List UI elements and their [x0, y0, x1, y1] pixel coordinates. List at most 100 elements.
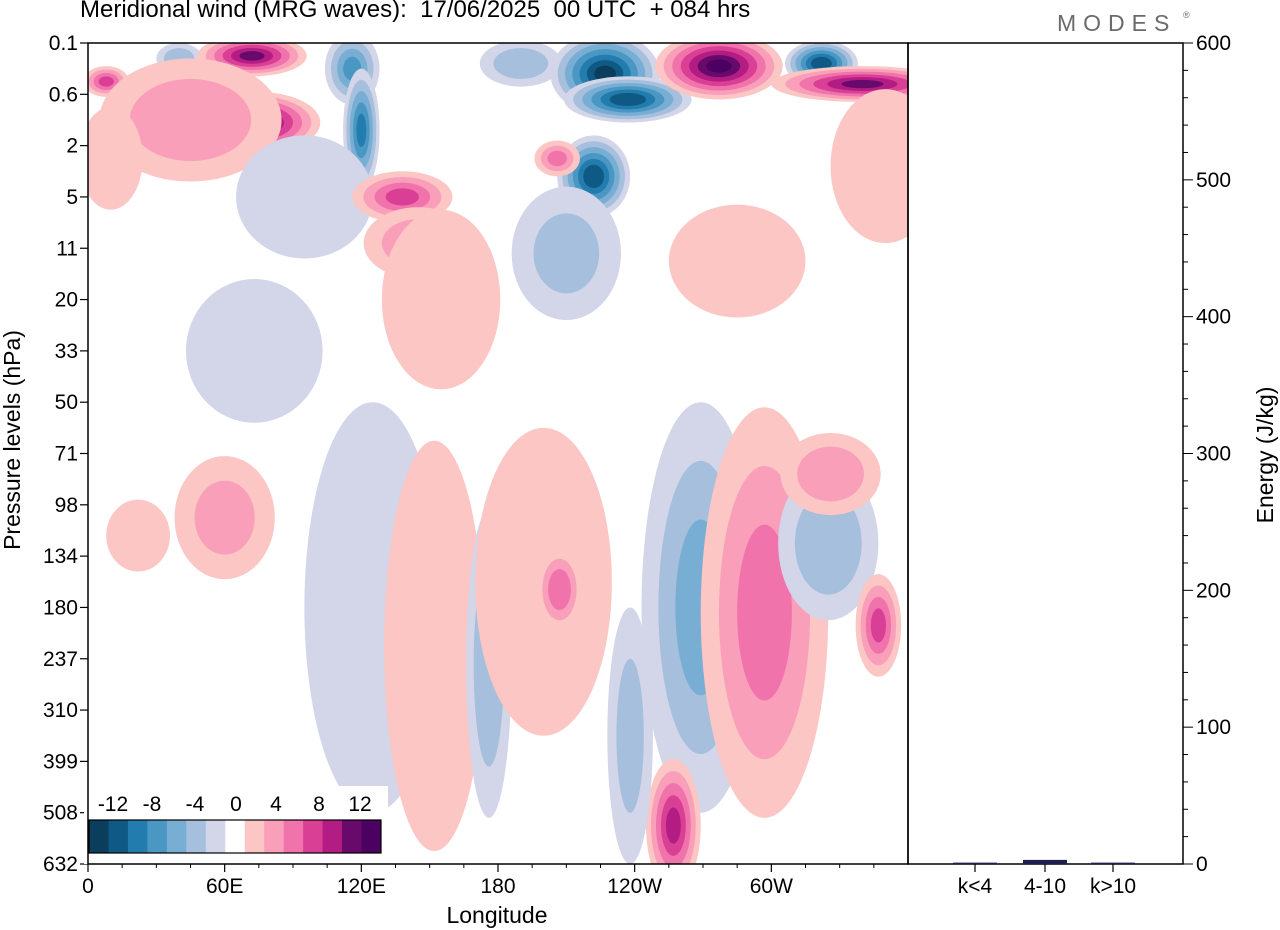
colorbar-swatch	[244, 820, 265, 853]
contour-blob	[655, 43, 783, 100]
x-axis-title: Longitude	[446, 902, 547, 928]
x-tick-label: 60E	[206, 875, 243, 898]
y-tick-label: 134	[43, 545, 78, 568]
contour-blob	[381, 209, 501, 390]
contour-blob	[536, 548, 583, 631]
y-tick-label: 20	[55, 289, 78, 312]
contour-band	[797, 446, 864, 502]
y-tick-label: 0.1	[49, 32, 78, 55]
contour-band	[547, 150, 567, 167]
colorbar-swatch	[303, 820, 324, 853]
colorbar-swatch	[108, 820, 129, 853]
contour-band	[841, 79, 884, 89]
y-tick-label: 310	[43, 699, 78, 722]
contour-blob	[479, 43, 562, 87]
contour-blob	[197, 43, 307, 77]
energy-category-label: 4-10	[1024, 875, 1066, 898]
y-tick-label: 180	[43, 596, 78, 619]
contour-blob	[534, 140, 580, 177]
energy-bar	[1023, 859, 1067, 864]
contour-band	[870, 608, 886, 643]
contour-band	[811, 56, 832, 71]
energy-bar	[953, 862, 997, 864]
contour-band	[129, 78, 252, 162]
contour-blob	[185, 279, 323, 423]
colorbar-swatch	[186, 820, 207, 853]
contour-band	[98, 76, 114, 87]
contour-band	[384, 440, 485, 852]
logo-trademark-icon: ®	[1183, 10, 1190, 20]
x-tick-label: 60W	[750, 875, 793, 898]
x-tick-label: 0	[82, 875, 94, 898]
energy-frame	[907, 42, 1184, 865]
colorbar-swatch	[225, 820, 246, 853]
colorbar: -12 -8 -4 0 4 8 12	[84, 786, 388, 864]
colorbar-label: 0	[230, 793, 242, 816]
modes-logo: MODES	[1057, 10, 1177, 36]
contour-blob	[646, 758, 701, 864]
energy-category-label: k>10	[1090, 875, 1136, 898]
contour-blob	[174, 456, 275, 580]
energy-tick-label: 0	[1196, 853, 1208, 876]
contour-band	[381, 209, 501, 390]
energy-tick-label: 300	[1196, 443, 1231, 466]
colorbar-label: 8	[313, 793, 325, 816]
y-tick-label: 632	[43, 853, 78, 876]
contour-band	[737, 524, 792, 701]
y-tick-label: 399	[43, 750, 78, 773]
contour-band	[830, 89, 908, 244]
colorbar-swatch	[166, 820, 187, 853]
energy-tick-label: 200	[1196, 579, 1231, 602]
energy-tick-label: 600	[1196, 32, 1231, 55]
colorbar-swatch	[361, 820, 382, 853]
contour-blob	[236, 135, 373, 259]
contour-band	[194, 480, 255, 555]
colorbar-label: -12	[98, 793, 128, 816]
contour-band	[533, 213, 600, 294]
y-tick-label: 508	[43, 802, 78, 825]
colorbar-swatch	[322, 820, 343, 853]
colorbar-swatch	[89, 820, 109, 853]
contour-blob	[106, 499, 170, 572]
colorbar-label: 4	[270, 793, 282, 816]
energy-tick-label: 400	[1196, 306, 1231, 329]
contour-band	[356, 113, 367, 148]
contour-blob	[564, 76, 692, 123]
contour-band	[609, 92, 647, 107]
y-tick-label: 98	[55, 494, 78, 517]
contour-blob	[88, 107, 143, 210]
contour-blob	[343, 68, 380, 192]
y-tick-label: 33	[55, 340, 78, 363]
contour-blob	[668, 204, 806, 318]
energy-panel: 0 100 200 300 400 500 600 k<4 4-10 k>10	[907, 32, 1231, 898]
colorbar-swatch	[127, 820, 148, 853]
colorbar-label: -4	[186, 793, 205, 816]
contour-band	[794, 491, 862, 595]
contour-blob	[99, 58, 282, 182]
colorbar-frame	[88, 819, 382, 854]
pressure-axis: 0.1 0.6 2 5 11 20 33 50 71 98 134 180 237 310 399 508 63…	[43, 32, 88, 876]
x-tick-label: 120E	[337, 875, 386, 898]
colorbar-label: 12	[348, 793, 371, 816]
contour-band	[88, 107, 143, 210]
contour-blob	[607, 607, 653, 864]
contour-band	[706, 59, 732, 73]
colorbar-swatch	[342, 820, 363, 853]
y-tick-label: 237	[43, 648, 78, 671]
y-tick-label: 5	[66, 186, 78, 209]
contour-band	[385, 188, 420, 206]
contour-blob	[780, 432, 881, 516]
contour-blob	[830, 89, 908, 244]
colorbar-swatch	[147, 820, 168, 853]
colorbar-label: -8	[143, 793, 162, 816]
contour-band	[236, 135, 373, 259]
x-tick-label: 120W	[607, 875, 662, 898]
plot-frame	[87, 42, 909, 865]
contour-blob	[384, 440, 485, 852]
y-axis-title: Pressure levels (hPa)	[0, 330, 25, 550]
colorbar-swatch	[283, 820, 304, 853]
energy-axis-title: Energy (J/kg)	[1252, 387, 1278, 524]
contour-band	[616, 658, 644, 813]
contour-band	[583, 164, 605, 189]
y-tick-label: 71	[55, 443, 78, 466]
